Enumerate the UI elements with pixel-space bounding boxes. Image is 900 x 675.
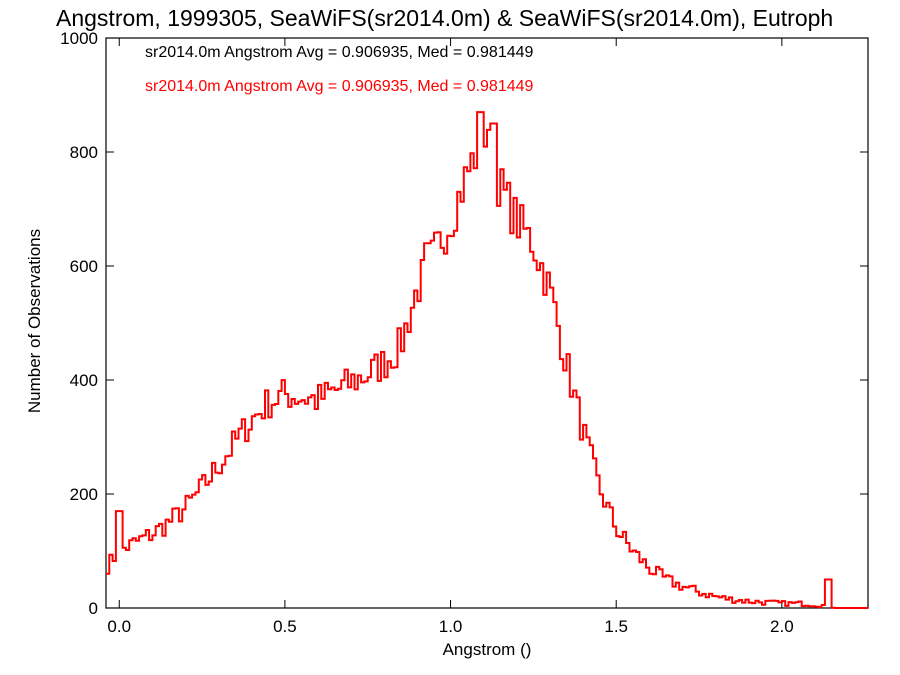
y-tick-label: 600 — [70, 257, 98, 276]
y-tick-label: 200 — [70, 485, 98, 504]
x-tick-label: 0.0 — [107, 617, 131, 636]
x-axis-label: Angstrom () — [443, 640, 532, 659]
y-tick-label: 800 — [70, 143, 98, 162]
x-tick-label: 1.0 — [439, 617, 463, 636]
plot-frame — [105, 37, 869, 609]
histogram-series-line — [106, 111, 868, 609]
annotation-red: sr2014.0m Angstrom Avg = 0.906935, Med =… — [145, 78, 534, 95]
y-tick-label: 0 — [89, 599, 98, 618]
y-tick-label: 1000 — [60, 29, 98, 48]
annotation-black: sr2014.0m Angstrom Avg = 0.906935, Med =… — [145, 44, 534, 61]
x-tick-label: 1.5 — [604, 617, 628, 636]
y-axis-label: Number of Observations — [25, 229, 44, 413]
x-tick-label: 0.5 — [273, 617, 297, 636]
y-tick-label: 400 — [70, 371, 98, 390]
x-tick-label: 2.0 — [770, 617, 794, 636]
x-axis: 0.0 0.5 1.0 1.5 2.0 — [107, 38, 794, 636]
chart-title: Angstrom, 1999305, SeaWiFS(sr2014.0m) & … — [56, 5, 833, 31]
y-axis: 0 200 400 600 800 1000 — [60, 29, 868, 618]
